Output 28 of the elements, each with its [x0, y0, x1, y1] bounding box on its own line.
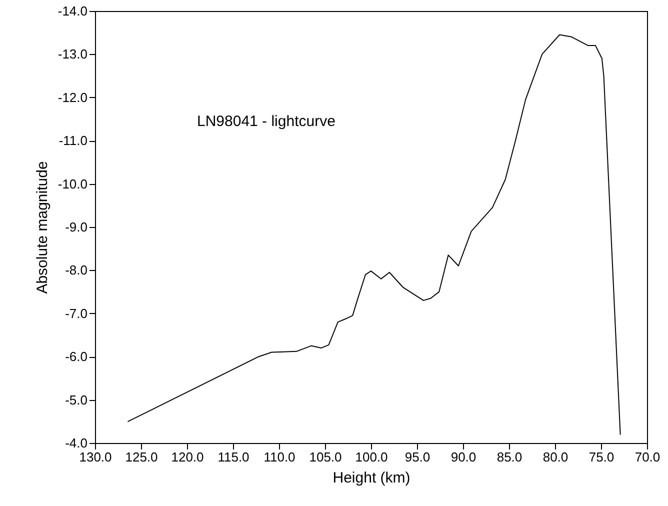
line-series: [128, 34, 621, 435]
y-tick-label: -11.0: [58, 133, 88, 148]
x-tick-label: 115.0: [218, 450, 250, 464]
x-tick-label: 80.0: [542, 450, 568, 464]
y-axis-title: Absolute magnitude: [34, 161, 51, 294]
y-tick-label: -13.0: [58, 46, 88, 62]
x-tick-label: 100.0: [355, 450, 388, 464]
x-tick-label: 105.0: [309, 450, 342, 464]
annotation: LN98041 - lightcurve: [197, 113, 336, 130]
y-tick-label: -5.0: [65, 392, 88, 408]
x-tick-label: 120.0: [171, 450, 204, 464]
x-tick-label: 85.0: [496, 450, 522, 464]
y-tick-label: -6.0: [65, 349, 88, 364]
y-tick-label: -10.0: [58, 176, 88, 192]
x-tick-label: 125.0: [125, 450, 158, 464]
x-tick-label: 95.0: [404, 450, 430, 464]
y-tick-label: -4.0: [65, 436, 88, 450]
y-tick-label: -12.0: [58, 90, 88, 105]
y-tick-label: -9.0: [65, 220, 88, 234]
y-tick-label: -8.0: [65, 262, 88, 278]
x-tick-label: 75.0: [588, 450, 614, 464]
y-tick-label: -7.0: [65, 306, 88, 321]
x-tick-label: 130.0: [79, 450, 112, 464]
x-tick-label: 110.0: [264, 450, 296, 464]
x-axis-title: Height (km): [332, 470, 410, 486]
y-tick-label: -14.0: [58, 4, 88, 18]
x-tick-label: 70.0: [634, 450, 660, 464]
x-tick-label: 90.0: [450, 450, 476, 464]
